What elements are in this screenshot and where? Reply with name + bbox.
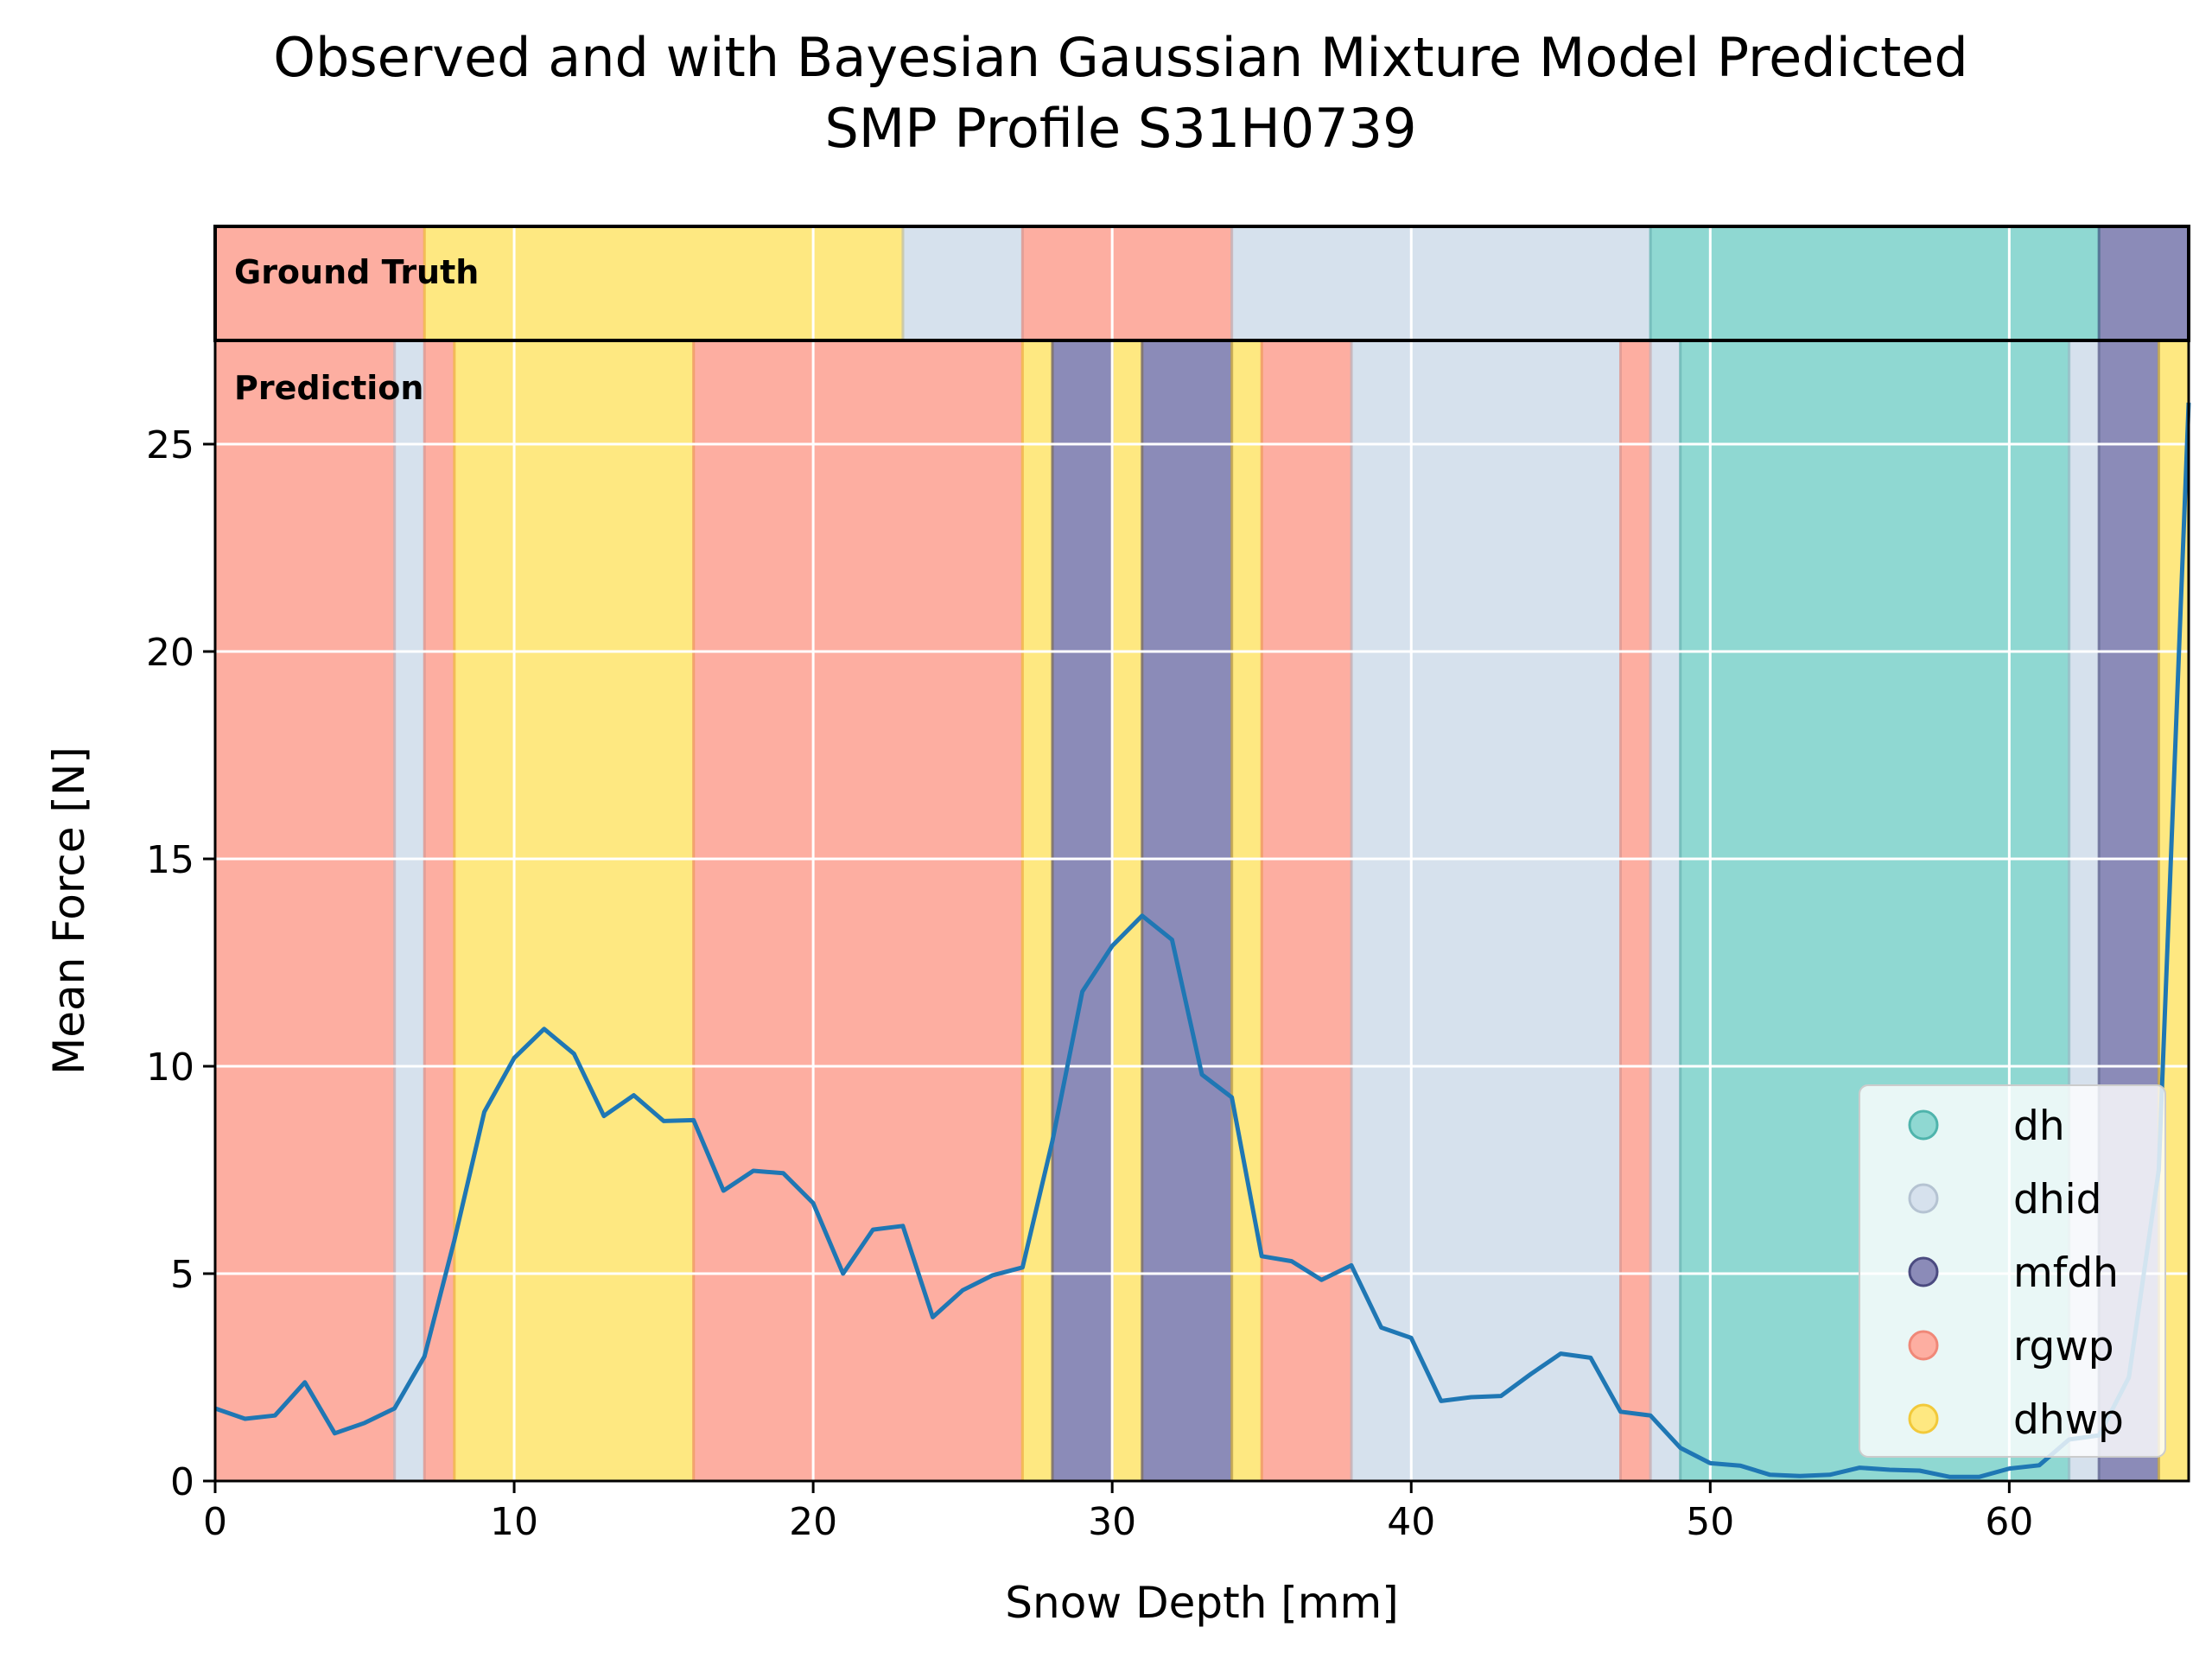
y-tick-label: 0	[170, 1460, 194, 1504]
legend-label-dhwp: dhwp	[2013, 1396, 2124, 1444]
x-tick-label: 40	[1387, 1500, 1435, 1544]
legend-marker-dhwp	[1908, 1403, 1939, 1434]
y-tick-label: 15	[146, 838, 194, 882]
legend-label-rgwp: rgwp	[2013, 1323, 2114, 1370]
plot-area-border	[213, 339, 2190, 1483]
legend-marker-dhid	[1908, 1183, 1939, 1214]
legend-label-dh: dh	[2013, 1103, 2065, 1150]
mean-force-line	[214, 402, 2191, 1479]
ground-truth-grid-lines	[512, 226, 2011, 340]
x-tick-label: 50	[1686, 1500, 1734, 1544]
x-axis-ticks: 0 10 20 30 40 50 60	[203, 1481, 2033, 1544]
x-tick-label: 0	[203, 1500, 227, 1544]
y-axis-label: Mean Force [N]	[44, 747, 94, 1075]
ground-truth-bands	[215, 226, 2189, 340]
ground-truth-band-rgwp	[215, 226, 425, 340]
prediction-band-rgwp	[1262, 340, 1352, 1481]
ground-truth-band-dhid	[1231, 226, 1651, 340]
chart-title-line-2: SMP Profile S31H0739	[824, 97, 1416, 160]
prediction-band-dhid	[1650, 340, 1681, 1481]
x-tick-label: 60	[1985, 1500, 2033, 1544]
x-tick-label: 10	[490, 1500, 538, 1544]
legend-label-dhid: dhid	[2013, 1176, 2102, 1224]
y-axis-ticks: 0 5 10 15 20 25	[146, 423, 215, 1504]
legend-marker-dh	[1908, 1109, 1939, 1141]
ground-truth-band-dh	[1650, 226, 2100, 340]
ground-truth-label: Ground Truth	[234, 253, 479, 291]
prediction-band-dhwp	[1112, 340, 1142, 1481]
prediction-band-dhwp	[1231, 340, 1262, 1481]
prediction-band-dhid	[1351, 340, 1621, 1481]
chart-title: Observed and with Bayesian Gaussian Mixt…	[273, 26, 1968, 160]
prediction-band-mfdh	[1052, 340, 1113, 1481]
prediction-label: Prediction	[234, 369, 423, 407]
prediction-band-rgwp	[1620, 340, 1651, 1481]
ground-truth-band-dhid	[902, 226, 1023, 340]
y-tick-label: 5	[170, 1253, 194, 1297]
prediction-band-rgwp	[693, 340, 1023, 1481]
prediction-band-dhwp	[1022, 340, 1052, 1481]
prediction-band-dhwp	[454, 340, 694, 1481]
ground-truth-band-mfdh	[2099, 226, 2189, 340]
y-tick-label: 10	[146, 1046, 194, 1090]
chart-title-line-1: Observed and with Bayesian Gaussian Mixt…	[273, 26, 1968, 89]
legend-box	[1859, 1084, 2166, 1458]
ground-truth-band-rgwp	[1022, 226, 1232, 340]
ground-truth-band-dhwp	[424, 226, 903, 340]
x-tick-label: 20	[789, 1500, 837, 1544]
x-axis-label: Snow Depth [mm]	[1005, 1578, 1398, 1628]
prediction-band-mfdh	[1141, 340, 1232, 1481]
legend-marker-rgwp	[1908, 1330, 1939, 1361]
legend-marker-mfdh	[1908, 1256, 1939, 1287]
y-tick-label: 20	[146, 631, 194, 675]
x-tick-label: 30	[1088, 1500, 1136, 1544]
legend-label-mfdh: mfdh	[2013, 1249, 2119, 1297]
prediction-band-dhid	[394, 340, 425, 1481]
legend: dh dhid mfdh rgwp dhwp	[1859, 1084, 2166, 1458]
y-tick-label: 25	[146, 423, 194, 467]
prediction-band-rgwp	[424, 340, 454, 1481]
prediction-band-rgwp	[215, 340, 395, 1481]
